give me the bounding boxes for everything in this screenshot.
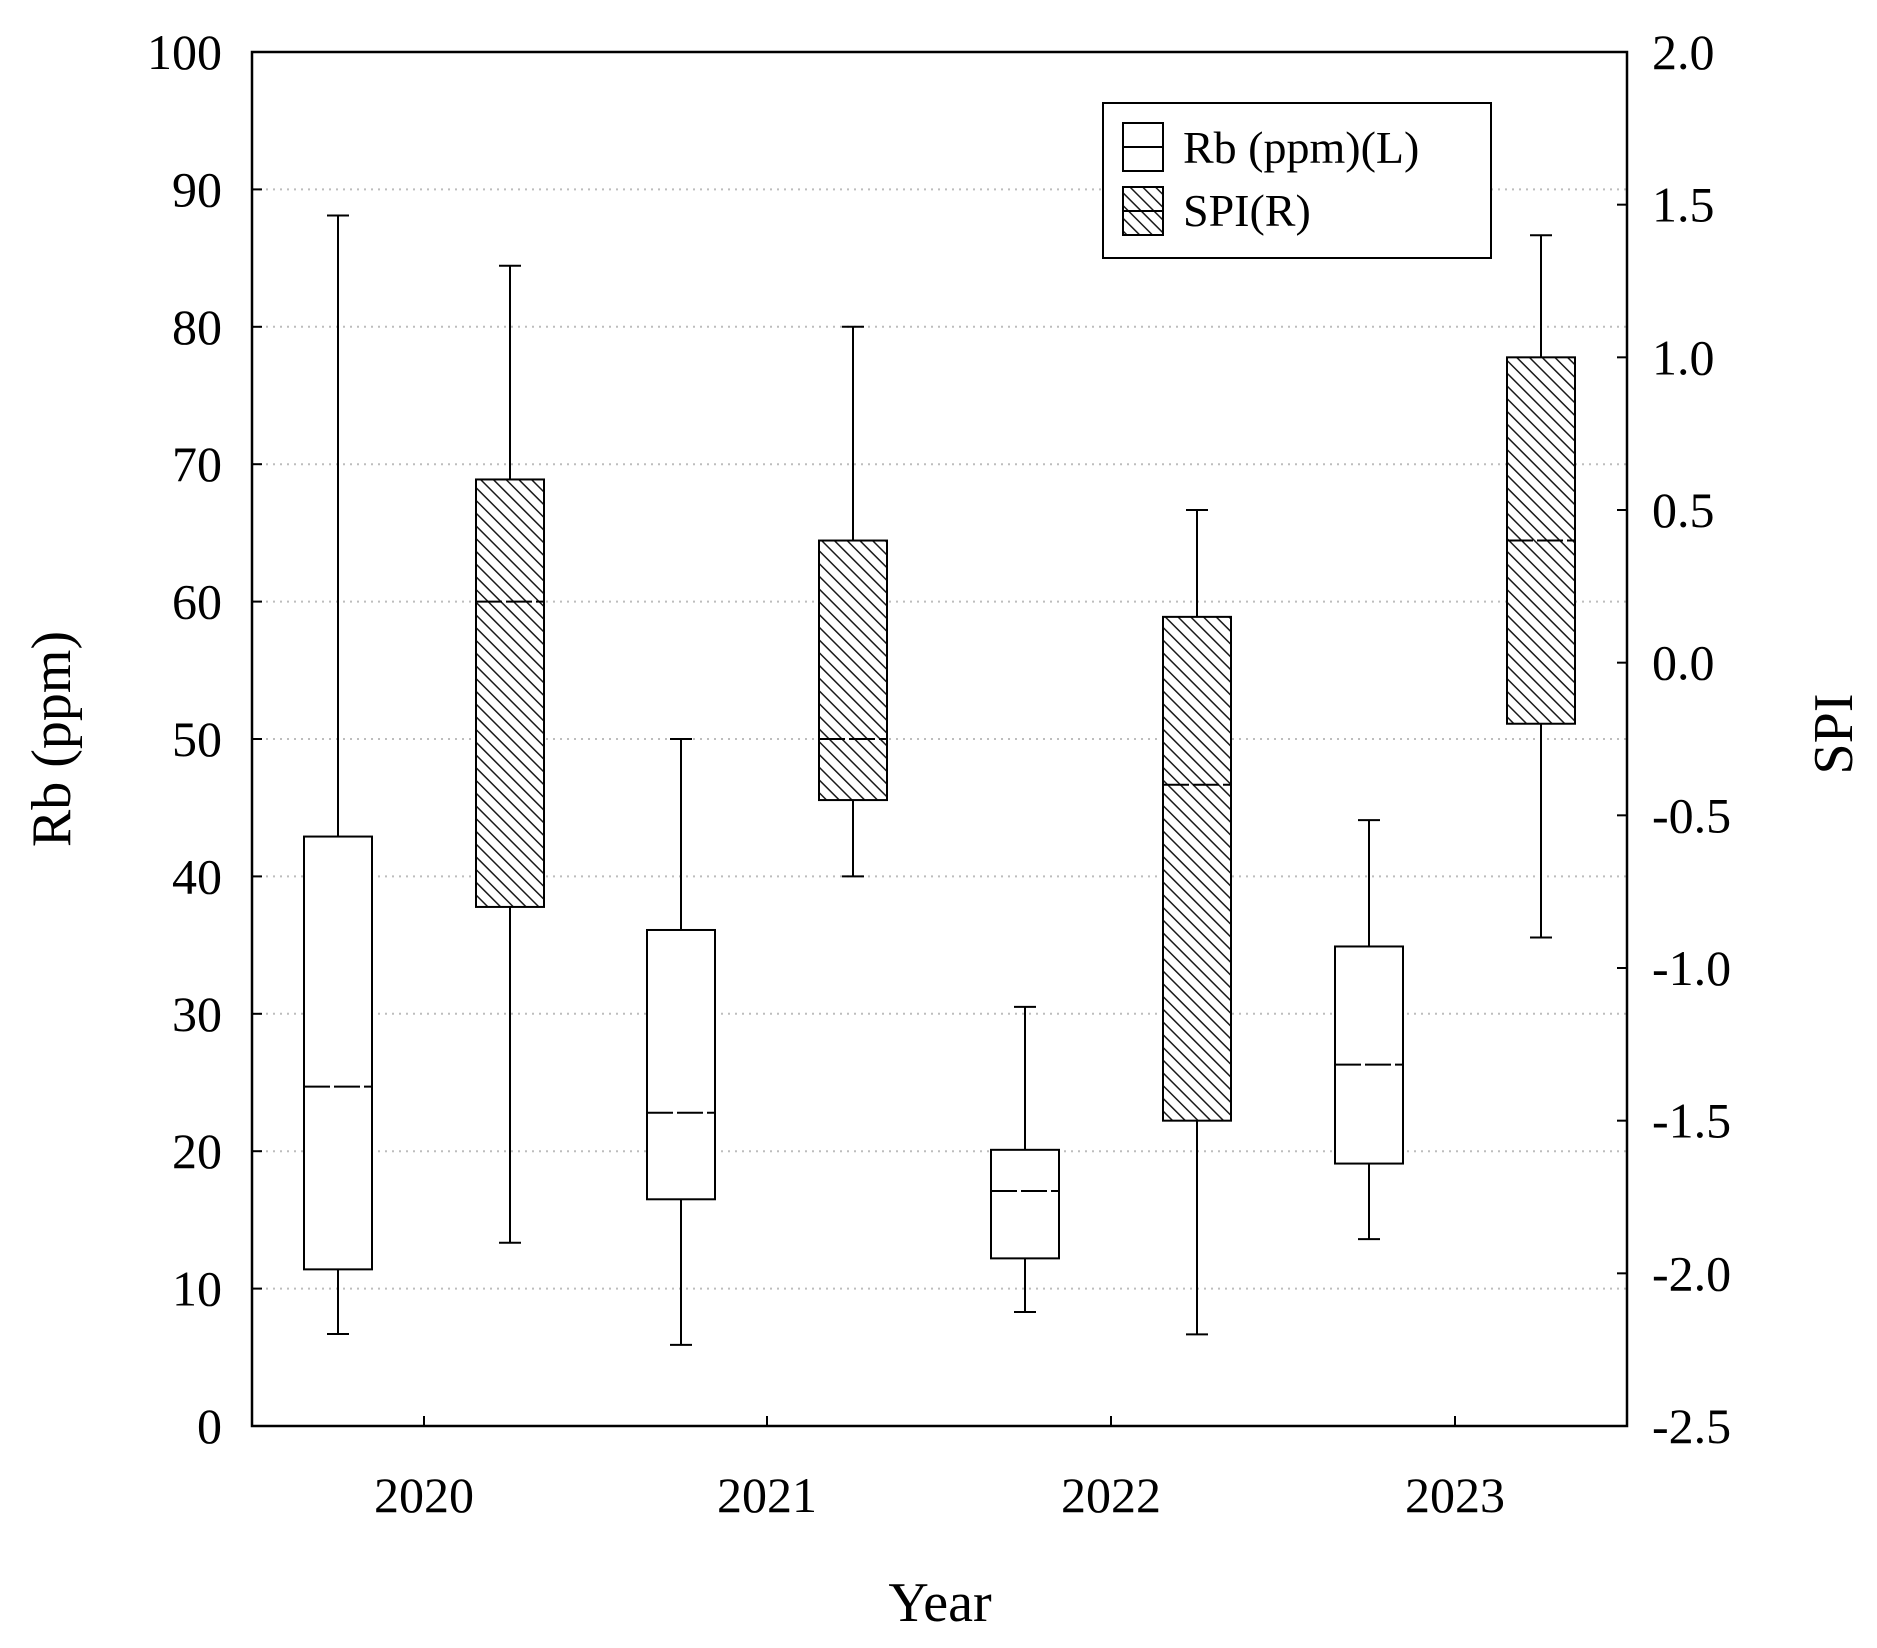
left-tick-label-6: 60 [172, 574, 222, 630]
x-axis: 2020 2021 2022 2023 [374, 1416, 1505, 1523]
rb-box-2023 [1334, 819, 1404, 1241]
legend-label-rb: Rb (ppm)(L) [1183, 122, 1419, 173]
left-tick-label-10: 100 [147, 24, 222, 80]
right-tick-label-0: -2.5 [1652, 1398, 1731, 1454]
rb-box-2020 [303, 214, 373, 1335]
left-y-axis: 0 10 20 30 40 50 60 70 80 90 100 [147, 24, 262, 1454]
right-tick-label-4: -0.5 [1652, 787, 1731, 843]
left-tick-label-5: 50 [172, 711, 222, 767]
left-tick-label-1: 10 [172, 1261, 222, 1317]
x-tick-label-2: 2022 [1061, 1467, 1161, 1523]
right-tick-label-9: 2.0 [1652, 24, 1715, 80]
right-tick-label-3: -1.0 [1652, 940, 1731, 996]
rb-box-2022 [990, 1005, 1060, 1313]
spi-box-2023 [1506, 234, 1576, 939]
gridlines [252, 188, 1627, 1290]
x-tick-label-1: 2021 [717, 1467, 817, 1523]
spi-iqr-box-2021 [818, 539, 888, 802]
right-tick-label-5: 0.0 [1652, 635, 1715, 691]
left-tick-label-8: 80 [172, 299, 222, 355]
left-tick-label-7: 70 [172, 436, 222, 492]
x-axis-title: Year [888, 1572, 992, 1634]
right-tick-label-1: -2.0 [1652, 1245, 1731, 1301]
left-tick-label-4: 40 [172, 848, 222, 904]
y-axis-right-title: SPI [1803, 694, 1865, 775]
spi-box-2022 [1162, 509, 1232, 1336]
right-tick-label-2: -1.5 [1652, 1093, 1731, 1149]
x-tick-label-3: 2023 [1405, 1467, 1505, 1523]
left-tick-label-9: 90 [172, 161, 222, 217]
left-tick-label-2: 20 [172, 1123, 222, 1179]
rb-box-2021 [646, 738, 716, 1346]
rb-iqr-box-2020 [303, 835, 373, 1271]
box-series [303, 214, 1576, 1346]
rb-iqr-box-2022 [990, 1148, 1060, 1260]
spi-box-2020 [475, 264, 545, 1244]
spi-iqr-box-2020 [475, 478, 545, 908]
rb-iqr-box-2023 [1334, 945, 1404, 1165]
right-y-axis: -2.5 -2.0 -1.5 -1.0 -0.5 0.0 0.5 1.0 1.5 2.0 [1617, 24, 1731, 1454]
legend-frame [1102, 102, 1492, 259]
spi-box-2021 [818, 325, 888, 878]
rb-iqr-box-2021 [646, 928, 716, 1201]
right-tick-label-8: 1.5 [1652, 177, 1715, 233]
right-tick-label-7: 1.0 [1652, 329, 1715, 385]
right-tick-label-6: 0.5 [1652, 482, 1715, 538]
x-tick-label-0: 2020 [374, 1467, 474, 1523]
legend-label-spi: SPI(R) [1183, 185, 1311, 236]
left-tick-label-0: 0 [197, 1398, 222, 1454]
y-axis-left-title: Rb (ppm) [21, 631, 83, 847]
legend: Rb (ppm)(L) SPI(R) [1102, 102, 1492, 259]
spi-iqr-box-2022 [1162, 615, 1232, 1122]
left-tick-label-3: 30 [172, 986, 222, 1042]
